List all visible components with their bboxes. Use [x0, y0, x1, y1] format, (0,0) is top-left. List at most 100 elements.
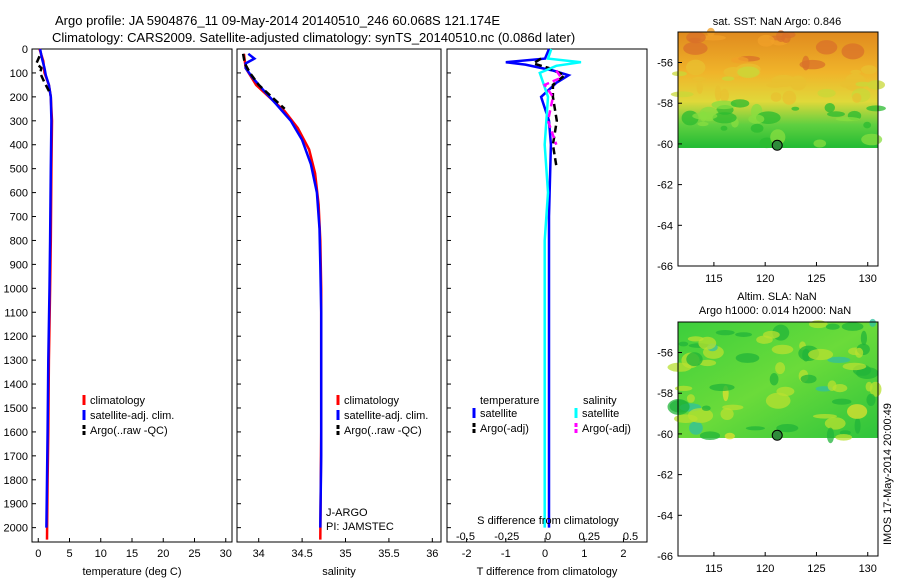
depth-tick-label: 900: [10, 259, 28, 271]
lon-tick-label: 130: [859, 273, 877, 285]
map-texture: [711, 100, 737, 110]
depth-tick-label: 400: [10, 140, 28, 152]
map-texture: [832, 384, 848, 393]
depth-tick-label: 500: [10, 164, 28, 176]
map-texture: [802, 55, 810, 71]
x-tick-label: 15: [126, 548, 138, 560]
map-texture: [835, 117, 860, 122]
map-texture: [720, 408, 734, 420]
sst-map-frame: [677, 31, 879, 267]
lat-tick-label: -60: [657, 429, 673, 441]
lat-tick-label: -66: [657, 261, 673, 273]
t-difference-xlabel: T difference from climatology: [477, 566, 618, 578]
x-tick-label: 34: [253, 548, 265, 560]
temperature-series: [34, 48, 54, 540]
depth-tick-label: 1400: [4, 379, 28, 391]
map-texture: [721, 76, 735, 81]
map-texture: [775, 362, 786, 375]
legend-label: satellite: [582, 408, 619, 420]
legend-label: Argo(..raw -QC): [90, 425, 168, 437]
map-texture: [699, 431, 721, 441]
map-texture: [860, 330, 868, 346]
x-tick-label: 0: [35, 548, 41, 560]
map-texture: [842, 362, 867, 371]
temperature-legend: climatology satellite-adj. clim. Argo(..ra…: [82, 395, 174, 437]
lon-tick-label: 125: [807, 563, 825, 575]
depth-tick-label: 600: [10, 188, 28, 200]
map-texture: [861, 65, 877, 75]
map-texture: [826, 427, 835, 444]
legend-label: climatology: [90, 395, 146, 407]
map-texture: [750, 123, 764, 133]
depth-tick-label: 1100: [4, 307, 28, 319]
map-texture: [824, 103, 835, 113]
map-texture: [720, 88, 729, 102]
title-line-2: Climatology: CARS2009. Satellite-adjuste…: [52, 30, 575, 45]
map-texture: [869, 318, 877, 327]
map-texture: [770, 92, 782, 102]
x-tick-label: 30: [220, 548, 232, 560]
series-line: [242, 53, 323, 540]
lon-tick-label: 115: [705, 273, 723, 285]
lon-tick-label: 130: [859, 563, 877, 575]
sst-map-title: sat. SST: NaN Argo: 0.846: [713, 16, 841, 28]
salinity-legend: climatology satellite-adj. clim. Argo(..ra…: [336, 395, 428, 437]
x-tick-label: 34.5: [291, 548, 312, 560]
map-texture: [683, 41, 708, 55]
legend-label: Argo(-adj): [582, 423, 631, 435]
x-tick-label: 1: [581, 548, 587, 560]
title-line-1: Argo profile: JA 5904876_11 09-May-2014 …: [55, 13, 500, 28]
map-texture: [737, 66, 760, 78]
map-texture: [808, 320, 828, 329]
map-texture: [791, 106, 800, 111]
sst-map-axes: 115 120 125 130 -56 -58 -60 -62 -64 -66: [657, 58, 877, 285]
map-texture: [808, 348, 834, 361]
map-texture: [757, 34, 775, 47]
legend-header-temperature: temperature: [480, 395, 539, 407]
map-texture: [769, 373, 779, 386]
lon-tick-label: 115: [705, 563, 723, 575]
x-tick-label: 36: [426, 548, 438, 560]
series-line: [542, 69, 564, 146]
map-texture: [869, 381, 882, 397]
float-position-marker: [771, 429, 783, 441]
sst-map: sat. SST: NaN Argo: 0.846 115 120 125 130 -5…: [657, 16, 886, 285]
map-texture: [678, 341, 689, 347]
map-texture: [850, 69, 862, 75]
map-texture: [709, 383, 735, 391]
t-difference-x-axis: -2 -1 0 1 2: [462, 538, 627, 560]
map-texture: [852, 93, 862, 103]
map-texture: [847, 404, 868, 419]
map-texture: [781, 33, 791, 43]
map-texture: [839, 430, 851, 436]
map-texture: [687, 408, 714, 423]
s-tick-label: -0.25: [494, 531, 519, 543]
depth-tick-label: 800: [10, 235, 28, 247]
depth-axis: 0 100 200 300 400 500 600 700 800 900 1000 1100 1200…: [4, 44, 451, 535]
depth-tick-label: 1500: [4, 403, 28, 415]
map-texture: [689, 421, 703, 435]
map-texture: [863, 121, 872, 129]
lon-tick-label: 120: [756, 563, 774, 575]
sla-map-title-2: Argo h1000: 0.014 h2000: NaN: [699, 305, 851, 317]
map-texture: [700, 35, 726, 41]
map-texture: [771, 344, 794, 355]
salinity-series: [241, 52, 323, 540]
map-texture: [824, 417, 846, 430]
map-texture: [825, 323, 840, 330]
map-texture: [692, 76, 706, 82]
depth-tick-label: 200: [10, 92, 28, 104]
map-texture: [696, 80, 703, 94]
map-texture: [776, 424, 799, 433]
legend-label: Argo(-adj): [480, 423, 529, 435]
map-texture: [686, 352, 703, 367]
s-difference-xlabel: S difference from climatology: [477, 515, 619, 527]
series-line: [38, 48, 53, 528]
map-texture: [763, 330, 780, 339]
lon-tick-label: 125: [807, 273, 825, 285]
map-texture: [759, 137, 774, 149]
sst-field: [670, 27, 886, 149]
map-texture: [731, 56, 749, 64]
map-texture: [735, 353, 760, 363]
map-texture: [667, 362, 692, 372]
